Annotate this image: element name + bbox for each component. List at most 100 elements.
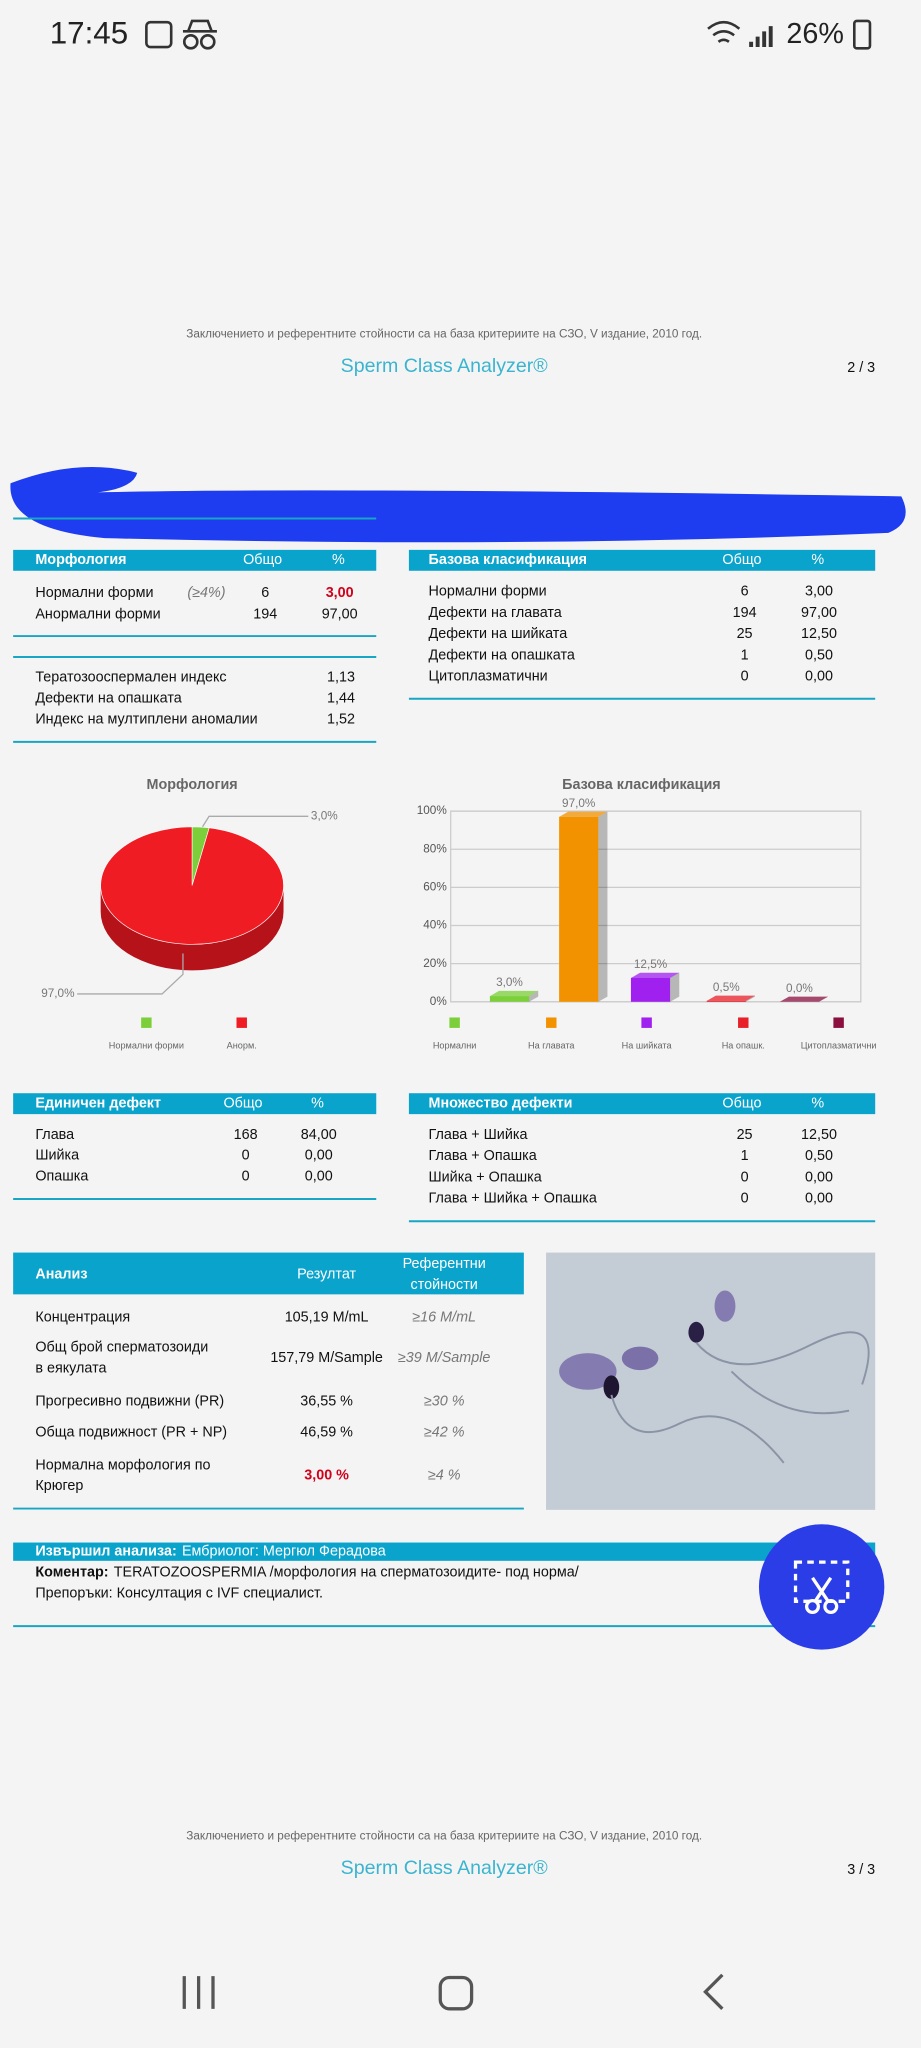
row-percent: 3,00: [326, 585, 354, 601]
page-number: 3 / 3: [847, 1862, 875, 1878]
data-label: 3,0%: [496, 976, 523, 989]
legend-label: На главата: [528, 1041, 575, 1051]
fab-icon: [823, 1599, 839, 1615]
row-reference: ≥16 M/mL: [412, 1310, 476, 1326]
battery-icon: [852, 19, 872, 50]
row-percent: 97,00: [801, 605, 837, 621]
bar-side: [529, 990, 539, 1002]
row-total: 6: [741, 583, 749, 599]
row-label: Нормална морфология по: [35, 1457, 210, 1473]
row-label: Нормални форми: [35, 585, 153, 601]
row-percent: 84,00: [301, 1127, 337, 1143]
row-label: Глава + Опашка: [428, 1148, 536, 1164]
performed-label: Извършил анализа:: [35, 1543, 176, 1559]
bar-top: [489, 990, 539, 997]
pie-slice: [100, 826, 284, 945]
home-button[interactable]: [438, 1975, 474, 2011]
table-header: [13, 1252, 524, 1295]
image-blob: [559, 1353, 617, 1390]
row-percent: 12,50: [801, 1127, 837, 1143]
row-percent: 0,00: [805, 1169, 833, 1185]
legend-label: Цитоплазматични: [801, 1041, 877, 1051]
row-result: 105,19 M/mL: [285, 1310, 369, 1326]
footer-note: Заключението и референтните стойности са…: [186, 1830, 702, 1843]
y-tick-label: 100%: [417, 804, 448, 817]
bar: [630, 977, 671, 1002]
legend-swatch: [641, 1017, 652, 1028]
back-button[interactable]: [703, 1973, 724, 2010]
fab-icon: [811, 1576, 833, 1603]
legend-label: Анорм.: [227, 1041, 257, 1051]
bar: [489, 996, 530, 1002]
incognito-icon: [182, 33, 199, 50]
row-total: 1: [741, 647, 749, 663]
index-label: Дефекти на опашката: [35, 691, 181, 707]
row-label: Дефекти на шийката: [428, 626, 567, 642]
row-percent: 0,00: [805, 1191, 833, 1207]
legend-swatch: [833, 1017, 844, 1028]
header-cell: Множество дефекти: [428, 1095, 572, 1111]
row-label: Общ брой сперматозоиди: [35, 1340, 208, 1356]
legend-label: Нормални форми: [109, 1041, 184, 1051]
row-percent: 97,00: [322, 606, 358, 622]
row-label: Анормални форми: [35, 606, 160, 622]
y-tick-label: 40%: [423, 919, 447, 932]
row-total: 194: [253, 606, 277, 622]
row-label: Дефекти на главата: [428, 605, 561, 621]
row-total: 6: [261, 585, 269, 601]
row-percent: 3,00: [805, 583, 833, 599]
header-cell: Общо: [224, 1095, 263, 1111]
table-header: [13, 549, 377, 571]
header-cell: Базова класификация: [428, 552, 587, 568]
image-blob: [714, 1290, 736, 1322]
header-cell: Единичен дефект: [35, 1095, 161, 1111]
page-number: 2 / 3: [847, 360, 875, 376]
y-tick-label: 0%: [430, 995, 448, 1008]
fab-icon: [804, 1599, 821, 1615]
row-percent: 0,00: [305, 1169, 333, 1185]
header-cell: %: [332, 552, 345, 568]
table-header: [408, 549, 876, 571]
legend-swatch: [546, 1017, 557, 1028]
legend-swatch: [141, 1017, 152, 1028]
y-tick-label: 60%: [423, 880, 447, 893]
image-blob: [621, 1346, 659, 1371]
row-label: Нормални форми: [428, 583, 546, 599]
index-value: 1,13: [327, 670, 355, 686]
data-label: 97,0%: [562, 797, 596, 810]
row-label: в еякулата: [35, 1361, 106, 1377]
header-cell: Общо: [243, 552, 282, 568]
comment-value: TERATOZOOSPERMIA /морфология на спермато…: [114, 1564, 579, 1580]
microscope-image: [546, 1252, 876, 1510]
brand: Sperm Class Analyzer®: [341, 1857, 549, 1879]
row-total: 0: [741, 669, 749, 685]
status-icons: [145, 19, 872, 50]
chart-title: Базова класификация: [562, 777, 721, 793]
row-total: 1: [741, 1148, 749, 1164]
row-total: 194: [733, 605, 757, 621]
bar-top: [706, 995, 756, 1001]
bar-top: [559, 811, 608, 817]
clock: 17:45: [50, 16, 128, 51]
data-label: 12,5%: [634, 958, 668, 971]
data-label: 3,0%: [311, 809, 338, 822]
header-cell: %: [811, 1095, 824, 1111]
recents-button[interactable]: [182, 1976, 215, 2009]
bar-top: [779, 996, 829, 1002]
performed-value: Ембриолог: Мергюл Ферадова: [182, 1543, 386, 1559]
header-cell: Анализ: [35, 1267, 87, 1283]
row-percent: 12,50: [801, 626, 837, 642]
row-label: Концентрация: [35, 1310, 130, 1326]
fab-circle[interactable]: [758, 1524, 885, 1650]
row-result: 3,00 %: [304, 1468, 349, 1484]
legend-swatch: [236, 1017, 247, 1028]
capture-button[interactable]: [758, 1524, 885, 1650]
row-label: Дефекти на опашката: [428, 647, 574, 663]
header-cell: стойности: [411, 1277, 478, 1293]
incognito-icon: [182, 19, 217, 33]
row-total: 0: [741, 1169, 749, 1185]
legend-swatch: [738, 1017, 749, 1028]
image-blob: [603, 1375, 620, 1399]
legend-label: На шийката: [622, 1041, 673, 1051]
bar: [559, 816, 599, 1002]
